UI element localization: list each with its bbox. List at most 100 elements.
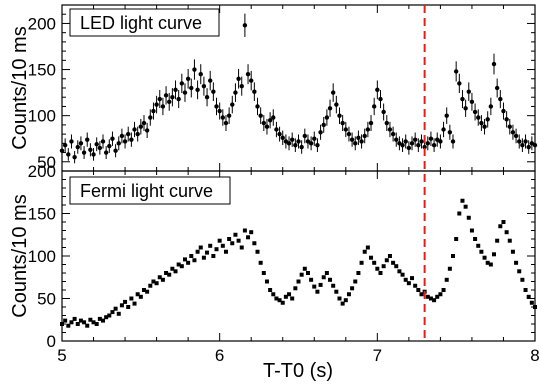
fermi-data-point — [343, 298, 348, 303]
fermi-data-point — [97, 316, 102, 321]
led-data-point — [267, 118, 273, 123]
led-y-tick-label: 150 — [28, 61, 56, 80]
fermi-data-point — [384, 258, 389, 263]
fermi-data-point — [107, 313, 112, 318]
fermi-panel: 5 6 7 8 0 50 100 150 200 Fermi light curve Count… — [9, 162, 539, 382]
fermi-data-point — [110, 310, 115, 315]
fermi-data-point — [287, 292, 292, 297]
fermi-data-point — [85, 323, 90, 328]
fermi-data-point — [523, 288, 528, 292]
led-data-point — [59, 148, 65, 153]
led-data-point — [66, 152, 71, 157]
fermi-y-tick-label: 100 — [28, 247, 56, 266]
led-data-point — [422, 144, 427, 150]
fermi-data-point — [378, 271, 383, 275]
led-data-point — [368, 120, 374, 126]
led-data-point — [286, 141, 292, 146]
fermi-data-point — [208, 243, 213, 248]
led-data-point — [485, 117, 490, 122]
fermi-data-point — [277, 298, 282, 303]
fermi-x-tick-label: 7 — [373, 346, 382, 365]
fermi-data-point — [381, 264, 386, 269]
led-data-point — [138, 124, 144, 129]
fermi-data-point — [529, 300, 534, 305]
led-data-point — [498, 96, 503, 102]
led-data-point — [494, 85, 500, 91]
led-data-point — [94, 142, 99, 147]
fermi-data-point — [283, 294, 288, 299]
fermi-data-point — [309, 277, 314, 282]
led-y-tick-label: 200 — [28, 14, 56, 33]
led-data-point — [255, 104, 260, 109]
led-data-point — [362, 133, 367, 139]
led-data-point — [387, 127, 393, 132]
led-data-point — [129, 137, 134, 142]
led-data-point — [103, 150, 109, 155]
led-data-point — [163, 93, 169, 98]
fermi-data-point — [514, 260, 519, 265]
fermi-data-point — [182, 257, 187, 262]
fermi-data-point — [94, 322, 99, 326]
led-data-point — [236, 76, 241, 81]
led-data-point — [315, 142, 320, 148]
led-data-point — [400, 142, 405, 148]
fermi-data-point — [346, 292, 351, 297]
fermi-data-point — [211, 254, 216, 258]
fermi-data-point — [356, 271, 361, 275]
fermi-data-point — [135, 292, 140, 297]
fermi-legend-label: Fermi light curve — [80, 181, 213, 201]
fermi-data-point — [293, 286, 298, 291]
fermi-data-point — [290, 296, 295, 301]
fermi-data-point — [397, 269, 402, 274]
led-data-point — [195, 87, 200, 93]
led-data-point — [144, 128, 150, 133]
led-data-point — [378, 96, 383, 102]
led-data-point — [384, 120, 389, 126]
fermi-data-point — [299, 272, 304, 277]
led-data-point — [441, 127, 446, 132]
fermi-data-point — [435, 294, 440, 299]
led-data-point — [189, 85, 194, 91]
led-data-point — [504, 117, 509, 122]
led-data-point — [230, 102, 235, 107]
fermi-data-point — [425, 294, 430, 299]
led-data-point — [160, 104, 166, 109]
led-data-point — [204, 95, 210, 100]
led-data-point — [211, 89, 216, 94]
fermi-data-point — [239, 245, 244, 250]
fermi-data-point — [280, 300, 285, 305]
led-data-point — [431, 142, 437, 148]
led-data-point — [526, 144, 531, 150]
led-data-point — [507, 124, 512, 129]
led-data-point — [513, 133, 519, 139]
fermi-data-point — [167, 272, 172, 277]
led-data-point — [330, 90, 336, 95]
led-data-point — [75, 144, 80, 150]
fermi-data-point — [305, 271, 310, 275]
fermi-data-point — [387, 254, 392, 258]
led-data-point — [81, 150, 87, 155]
led-data-points — [59, 13, 538, 164]
fermi-data-point — [520, 277, 525, 282]
fermi-data-point — [476, 243, 481, 248]
fermi-data-point — [457, 211, 462, 216]
led-data-point — [409, 141, 415, 146]
led-data-point — [280, 135, 285, 140]
fermi-data-point — [416, 288, 421, 292]
led-data-point — [349, 137, 355, 142]
fermi-data-point — [403, 277, 408, 282]
fermi-data-point — [258, 260, 263, 265]
led-data-point — [327, 106, 333, 111]
led-data-point — [170, 95, 175, 100]
fermi-data-point — [274, 296, 279, 301]
fermi-data-point — [504, 230, 509, 235]
fermi-data-point — [160, 277, 165, 282]
fermi-data-point — [454, 237, 459, 241]
led-data-point — [97, 145, 103, 151]
led-data-point — [463, 106, 468, 111]
led-data-point — [447, 130, 453, 135]
fermi-data-point — [129, 296, 134, 301]
fermi-data-point — [60, 322, 64, 326]
led-data-point — [517, 139, 522, 144]
led-data-point — [416, 142, 421, 148]
